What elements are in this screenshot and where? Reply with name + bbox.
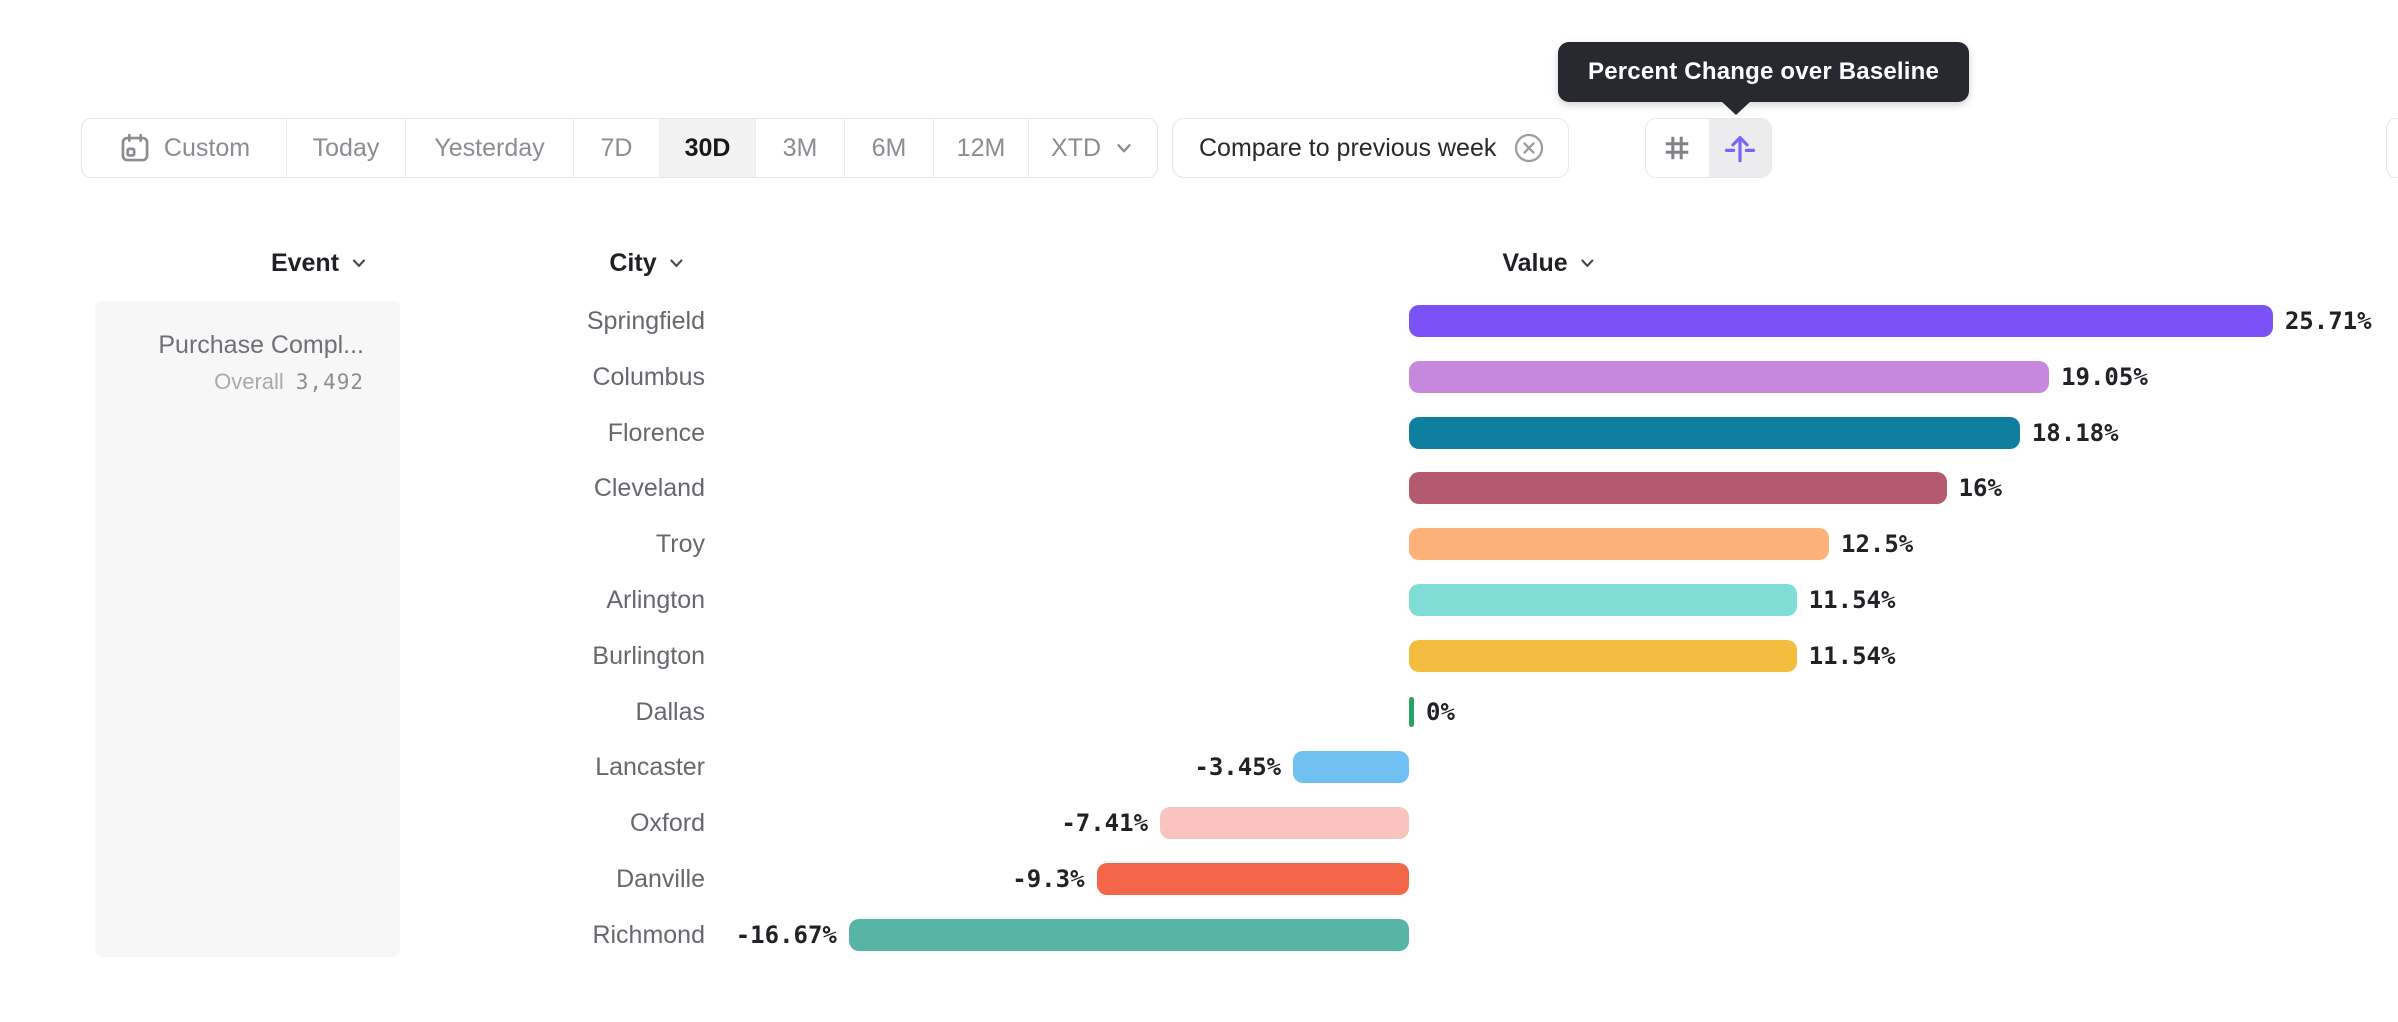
city-label: Cleveland — [593, 474, 705, 503]
value-label: 0% — [1426, 697, 1455, 726]
bar-cleveland[interactable] — [1409, 472, 1947, 505]
value-label: -9.3% — [1012, 865, 1085, 893]
event-cell[interactable]: Purchase Compl... Overall 3,492 — [95, 301, 400, 957]
bar-troy[interactable] — [1409, 528, 1829, 561]
arrow-up-baseline-icon — [1724, 136, 1755, 163]
date-range-custom[interactable]: Custom — [82, 119, 287, 177]
date-range-6m[interactable]: 6M — [845, 119, 934, 177]
column-header-city[interactable]: City — [609, 246, 686, 280]
chart-row-danville: Danville -9.3% — [0, 851, 2398, 907]
bar-lancaster[interactable] — [1293, 751, 1409, 784]
date-range-30d[interactable]: 30D — [660, 119, 756, 177]
date-range-label: 12M — [956, 133, 1006, 162]
column-header-event[interactable]: Event — [271, 246, 369, 280]
value-label: 12.5% — [1841, 530, 1914, 559]
date-range-label: Today — [312, 133, 380, 162]
value-label: 19.05% — [2061, 362, 2148, 391]
city-label: Springfield — [586, 307, 705, 335]
date-range-3m[interactable]: 3M — [756, 119, 845, 177]
chevron-down-icon — [1581, 259, 1594, 267]
value-label: 25.71% — [2284, 307, 2372, 335]
chart-row-springfield: Springfield 25.71% — [0, 293, 2398, 349]
date-range-label: Custom — [163, 133, 251, 162]
city-label: Danville — [616, 865, 705, 893]
tooltip-percent-change: Percent Change over Baseline — [1558, 42, 1970, 102]
chevron-down-icon — [1117, 144, 1131, 153]
tooltip-caret-icon — [1720, 100, 1752, 115]
date-range-12m[interactable]: 12M — [934, 119, 1029, 177]
chevron-down-icon — [670, 259, 683, 267]
bar-oxford[interactable] — [1160, 807, 1409, 840]
percent-change-button[interactable] — [1708, 119, 1771, 177]
right-edge-button[interactable] — [2386, 118, 2398, 178]
date-range-today[interactable]: Today — [287, 119, 406, 177]
chart-row-dallas: Dallas 0% — [0, 684, 2398, 740]
chart-row-lancaster: Lancaster -3.45% — [0, 739, 2398, 795]
value-label: -16.67% — [735, 920, 837, 949]
bar-florence[interactable] — [1409, 416, 2020, 449]
bar-arlington[interactable] — [1409, 584, 1797, 616]
value-display-toggle — [1645, 118, 1772, 178]
compare-chip[interactable]: Compare to previous week — [1172, 118, 1570, 178]
value-label: -3.45% — [1194, 753, 1282, 782]
compare-chip-label: Compare to previous week — [1199, 133, 1497, 162]
city-label: Richmond — [592, 920, 705, 949]
value-label: 16% — [1958, 474, 2002, 503]
date-range-label: 3M — [782, 133, 818, 162]
date-range-label: 7D — [600, 133, 633, 162]
value-label: 11.54% — [1808, 586, 1896, 614]
city-label: Arlington — [606, 586, 705, 614]
date-range-7d[interactable]: 7D — [574, 119, 660, 177]
absolute-values-button[interactable] — [1646, 119, 1709, 177]
calendar-icon — [121, 133, 149, 162]
chart-row-richmond: Richmond -16.67% — [0, 907, 2398, 963]
remove-compare-icon[interactable] — [1512, 131, 1546, 165]
city-label: Oxford — [629, 809, 705, 838]
chart-row-cleveland: Cleveland 16% — [0, 460, 2398, 516]
value-label: 11.54% — [1808, 641, 1896, 670]
tooltip-text: Percent Change over Baseline — [1588, 58, 1940, 85]
city-label: Troy — [655, 530, 705, 559]
date-range-yesterday[interactable]: Yesterday — [406, 119, 574, 177]
chart-row-troy: Troy 12.5% — [0, 516, 2398, 572]
bar-danville[interactable] — [1096, 863, 1409, 895]
chart-row-oxford: Oxford -7.41% — [0, 795, 2398, 851]
column-header-value[interactable]: Value — [1502, 246, 1597, 280]
city-label: Columbus — [592, 362, 705, 391]
column-header-event-label: Event — [270, 248, 340, 277]
event-subrow: Overall 3,492 — [95, 369, 364, 395]
bar-columbus[interactable] — [1409, 360, 2050, 393]
city-label: Lancaster — [595, 753, 705, 782]
chart-row-burlington: Burlington 11.54% — [0, 628, 2398, 684]
event-name: Purchase Compl... — [158, 331, 364, 359]
city-label: Florence — [607, 418, 705, 447]
date-range-label: XTD — [1051, 133, 1101, 162]
bar-richmond[interactable] — [848, 918, 1409, 951]
event-count: 3,492 — [295, 370, 364, 394]
date-range-label: 6M — [871, 133, 907, 162]
bar-springfield[interactable] — [1409, 305, 2273, 337]
chart-row-arlington: Arlington 11.54% — [0, 572, 2398, 628]
value-label: -7.41% — [1061, 809, 1149, 838]
hash-icon — [1666, 136, 1689, 160]
city-label: Burlington — [592, 641, 705, 670]
chart-row-florence: Florence 18.18% — [0, 405, 2398, 461]
city-label: Dallas — [635, 697, 705, 726]
chart-row-columbus: Columbus 19.05% — [0, 349, 2398, 405]
date-range-group: Custom Today Yesterday 7D 30D 3M 6M 12M XTD — [81, 118, 1158, 178]
column-header-city-label: City — [609, 248, 657, 277]
event-segment-label: Overall — [214, 369, 284, 394]
chevron-down-icon — [352, 259, 366, 267]
date-range-label: 30D — [684, 133, 731, 162]
column-header-value-label: Value — [1502, 248, 1568, 277]
bar-dallas[interactable] — [1409, 696, 1414, 727]
date-range-xtd[interactable]: XTD — [1029, 119, 1157, 177]
bar-burlington[interactable] — [1409, 639, 1797, 672]
date-range-label: Yesterday — [434, 133, 545, 162]
value-label: 18.18% — [2031, 418, 2119, 447]
